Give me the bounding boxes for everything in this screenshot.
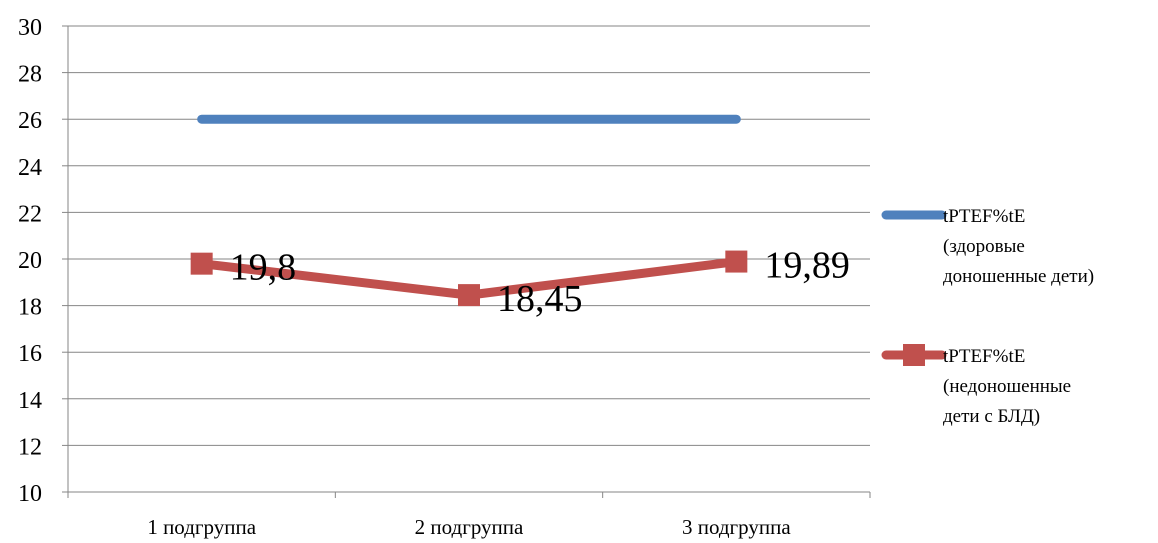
y-tick-label: 18 xyxy=(18,295,42,321)
data-point-marker xyxy=(190,252,213,275)
x-axis-category-labels: 1 подгруппа 2 подгруппа 3 подгруппа xyxy=(147,515,791,539)
legend-swatch-marker xyxy=(903,344,925,366)
series-2: 19,8 18,45 19,89 xyxy=(190,245,850,320)
legend-label-line: доношенные дети) xyxy=(943,266,1094,287)
legend-entry-2: tPTEF%tE (недоношенные дети с БЛД) xyxy=(881,344,1071,427)
legend-label-line: дети с БЛД) xyxy=(943,406,1040,427)
legend-label-line: (здоровые xyxy=(943,236,1025,257)
legend-label-line: tPTEF%tE xyxy=(943,346,1025,367)
data-point-marker xyxy=(725,250,748,273)
y-tick-label: 30 xyxy=(18,15,42,41)
data-point-marker xyxy=(458,284,480,307)
legend-entry-1: tPTEF%tE (здоровые доношенные дети) xyxy=(881,206,1094,287)
y-tick-label: 20 xyxy=(18,248,42,274)
legend-label-line: tPTEF%tE xyxy=(943,206,1025,227)
legend-label-line: (недоношенные xyxy=(943,376,1071,397)
x-category-label: 2 подгруппа xyxy=(415,515,524,539)
y-axis-tick-labels: 10 12 14 16 18 20 22 24 26 28 30 xyxy=(18,15,42,507)
x-category-label: 3 подгруппа xyxy=(682,515,791,539)
data-label: 18,45 xyxy=(497,278,583,320)
x-category-label: 1 подгруппа xyxy=(147,515,256,539)
y-tick-label: 26 xyxy=(18,108,42,134)
y-tick-label: 10 xyxy=(18,481,42,507)
data-label: 19,8 xyxy=(230,247,297,289)
y-tick-label: 12 xyxy=(18,434,42,460)
data-label: 19,89 xyxy=(764,245,850,287)
y-tick-label: 22 xyxy=(18,201,42,227)
y-tick-label: 28 xyxy=(18,62,42,88)
y-tick-label: 24 xyxy=(18,155,42,181)
y-tick-label: 16 xyxy=(18,341,42,367)
gridlines xyxy=(68,25,870,446)
series-layer: 19,8 18,45 19,89 xyxy=(190,114,850,320)
y-tick-label: 14 xyxy=(18,388,42,414)
axes xyxy=(62,25,871,498)
